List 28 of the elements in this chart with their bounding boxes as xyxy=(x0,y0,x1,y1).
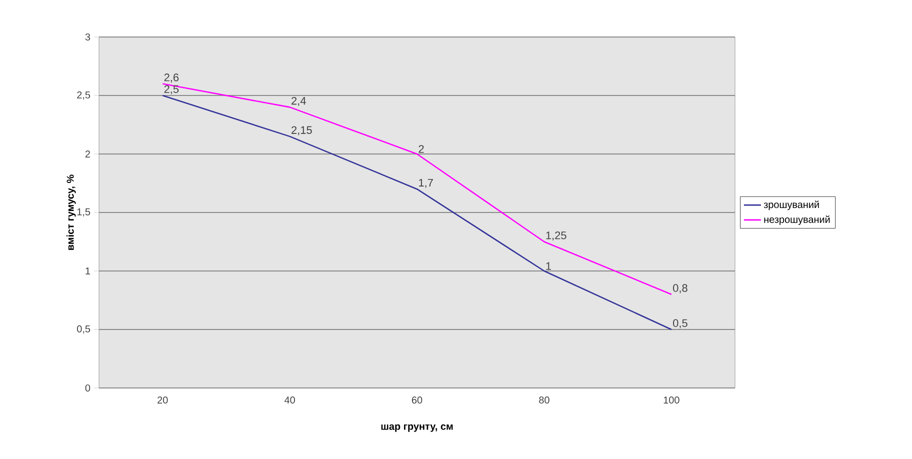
x-tick-label: 100 xyxy=(664,396,680,404)
y-tick-label: 0 xyxy=(85,384,90,392)
x-tick-label: 60 xyxy=(412,396,422,404)
data-label: 2,5 xyxy=(164,85,179,94)
data-label: 2,15 xyxy=(292,126,312,136)
legend-label: зрошуваний xyxy=(764,200,819,210)
y-tick-label: 2,5 xyxy=(77,91,90,100)
line-series xyxy=(162,94,672,330)
y-tick-label: 0,5 xyxy=(77,325,90,334)
x-axis-title: шар грунту, см xyxy=(381,424,453,432)
y-tick-label: 1 xyxy=(86,268,90,274)
data-label: 1 xyxy=(546,262,551,270)
y-axis-title: вміст гумусу, % xyxy=(66,174,76,250)
line-series xyxy=(162,83,672,296)
data-label: 2 xyxy=(418,145,424,153)
x-tick-label: 20 xyxy=(158,396,168,404)
data-label: 0,5 xyxy=(673,319,688,328)
data-label: 2,6 xyxy=(164,74,179,83)
y-tick-label: 1,5 xyxy=(77,208,90,217)
legend-label: незрошуваний xyxy=(764,215,830,225)
data-label: 1,7 xyxy=(419,178,433,188)
data-label: 1,25 xyxy=(546,231,566,241)
x-tick-label: 40 xyxy=(284,396,295,404)
y-tick-label: 3 xyxy=(85,33,90,41)
x-tick-label: 80 xyxy=(539,396,550,404)
data-label: 0,8 xyxy=(673,284,688,294)
y-tick-label: 2 xyxy=(85,150,90,158)
data-label: 2,4 xyxy=(292,96,306,106)
